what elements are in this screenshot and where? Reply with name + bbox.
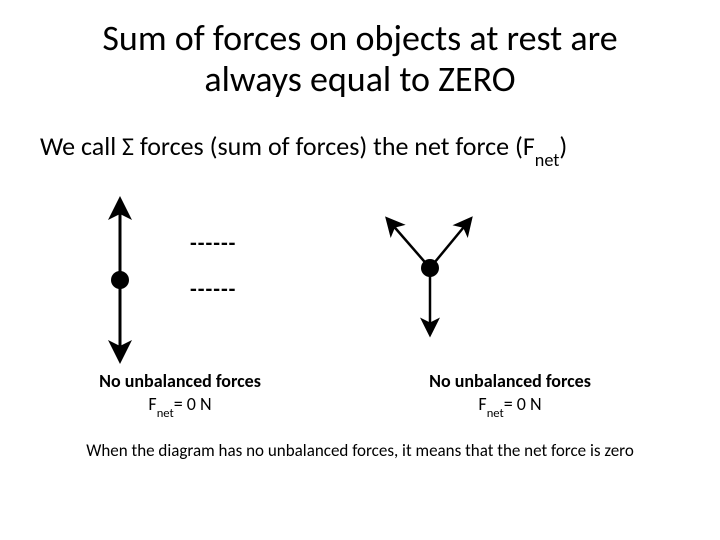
caption-f: F <box>148 393 156 415</box>
caption-f-r: F <box>478 393 486 415</box>
caption-right-line1: No unbalanced forces <box>429 370 591 392</box>
force-arrow <box>430 222 468 268</box>
object-dot <box>421 259 439 277</box>
subtitle-post: ) <box>559 130 567 162</box>
caption-right-fnet: Fnet= 0 N <box>478 393 541 415</box>
caption-left-fnet: Fnet= 0 N <box>148 393 211 415</box>
diagram-right <box>390 222 468 330</box>
slide-title: Sum of forces on objects at rest are alw… <box>0 18 720 101</box>
dashes-block: ------ ------ <box>190 220 236 312</box>
footer-text: When the diagram has no unbalanced force… <box>0 440 720 461</box>
diagram-left <box>111 205 129 355</box>
subtitle: We call Σ forces (sum of forces) the net… <box>40 130 680 166</box>
caption-left-line1: No unbalanced forces <box>99 370 261 392</box>
object-dot <box>111 271 129 289</box>
title-line-1: Sum of forces on objects at rest are <box>102 16 617 60</box>
caption-fsub-r: net <box>487 406 504 421</box>
dash-row-2: ------ <box>190 266 236 312</box>
subtitle-pre: We call Σ forces (sum of forces) the net… <box>40 130 535 162</box>
caption-fsub: net <box>157 406 174 421</box>
caption-left: No unbalanced forces Fnet= 0 N <box>50 370 310 419</box>
dash-row-1: ------ <box>190 220 236 266</box>
caption-right: No unbalanced forces Fnet= 0 N <box>380 370 640 419</box>
force-arrow <box>390 222 430 268</box>
caption-eq-r: = 0 N <box>504 393 542 415</box>
subtitle-sub: net <box>535 149 560 171</box>
title-line-2: always equal to ZERO <box>204 57 515 101</box>
caption-eq: = 0 N <box>174 393 212 415</box>
slide: Sum of forces on objects at rest are alw… <box>0 0 720 540</box>
